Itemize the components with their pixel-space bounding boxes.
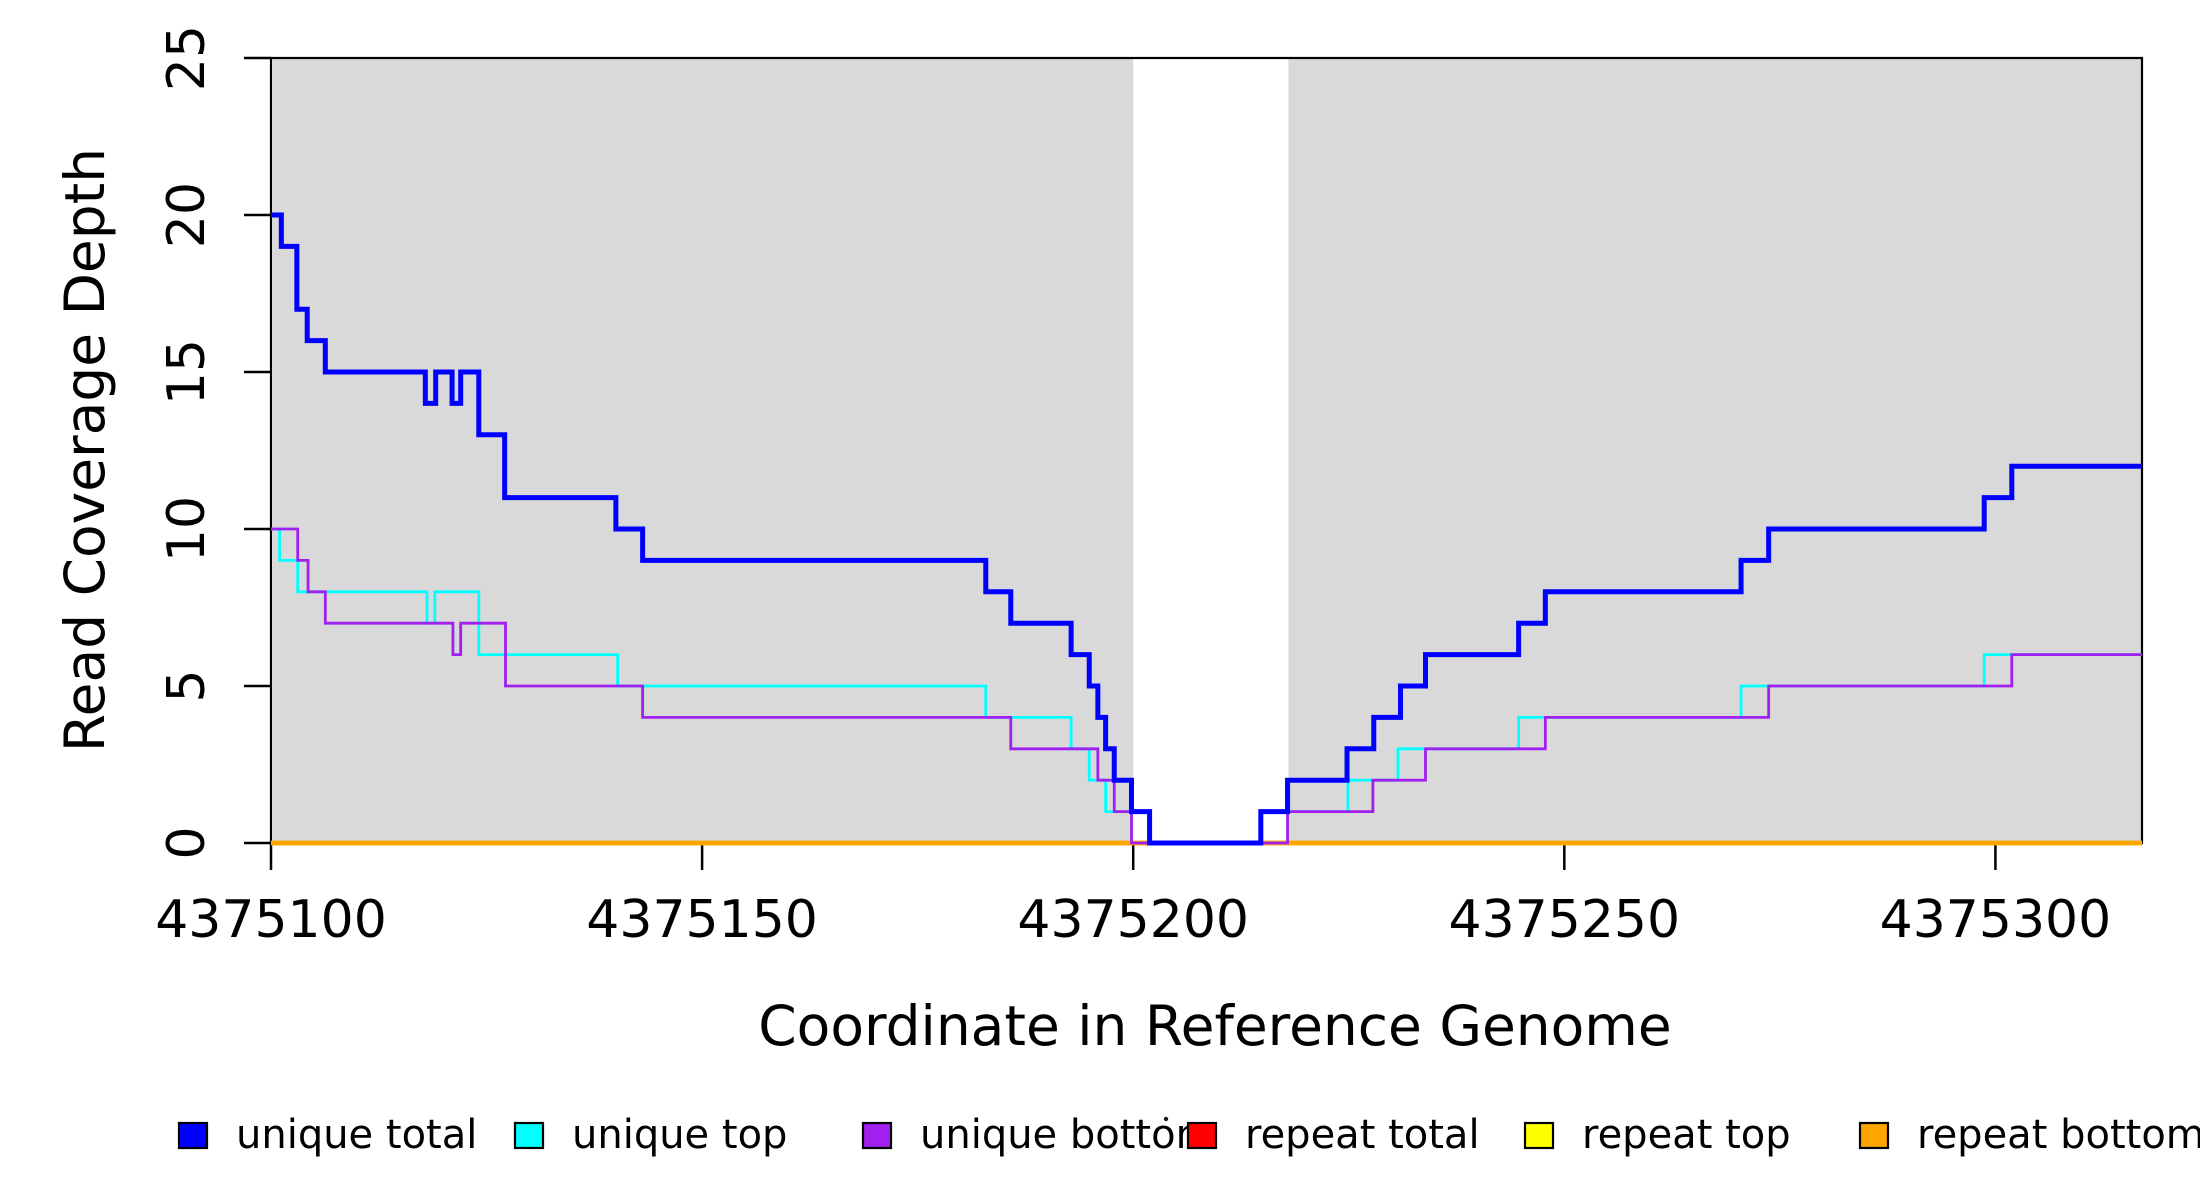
x-axis: 4375100 4375150 4375200 4375250 4375300: [155, 843, 2111, 950]
y-tick-label: 25: [157, 25, 217, 91]
series-line-unique-bottom: [271, 527, 2142, 845]
x-tick-label: 4375150: [586, 890, 818, 950]
legend-label: repeat total: [1245, 1112, 1480, 1158]
shaded-region-unique-mappability-right: [1288, 58, 2142, 843]
stray-dot-artifact: [1163, 1116, 1169, 1122]
unique-mappability-regions: [272, 58, 2142, 843]
shaded-region-unique-mappability-left: [272, 58, 1134, 843]
y-axis-title: Read Coverage Depth: [53, 148, 117, 752]
y-tick-label: 20: [157, 182, 217, 248]
legend-swatch: [513, 1121, 545, 1150]
series-lines: [271, 212, 2142, 846]
legend-label: repeat top: [1582, 1112, 1791, 1158]
legend-item-repeat-total: repeat total: [1186, 1112, 1480, 1158]
legend-label: unique bottom: [920, 1112, 1215, 1158]
y-axis: 0 5 10 15 20 25: [157, 25, 271, 860]
series-line-unique-top: [271, 527, 2142, 845]
legend-label: unique total: [236, 1112, 477, 1158]
legend-item-unique-total: unique total: [177, 1112, 477, 1158]
y-tick-label: 10: [157, 496, 217, 562]
legend-swatch: [1186, 1121, 1218, 1150]
legend: unique total unique top unique bottom repea…: [177, 1112, 2200, 1158]
series-line-unique-total: [271, 212, 2142, 846]
legend-swatch: [177, 1121, 209, 1150]
x-tick-label: 4375200: [1017, 890, 1249, 950]
y-tick-label: 0: [157, 826, 217, 859]
legend-swatch: [1523, 1121, 1555, 1150]
legend-item-repeat-bottom: repeat bottom: [1858, 1112, 2200, 1158]
x-axis-title: Coordinate in Reference Genome: [758, 994, 1671, 1058]
y-tick-label: 15: [157, 339, 217, 405]
x-tick-label: 4375100: [155, 890, 387, 950]
x-tick-label: 4375300: [1880, 890, 2112, 950]
legend-label: repeat bottom: [1917, 1112, 2200, 1158]
x-tick-label: 4375250: [1449, 890, 1681, 950]
legend-item-unique-top: unique top: [513, 1112, 787, 1158]
legend-swatch: [861, 1121, 893, 1150]
y-tick-label: 5: [157, 669, 217, 702]
legend-swatch: [1858, 1121, 1890, 1150]
legend-label: unique top: [572, 1112, 787, 1158]
legend-item-repeat-top: repeat top: [1523, 1112, 1791, 1158]
